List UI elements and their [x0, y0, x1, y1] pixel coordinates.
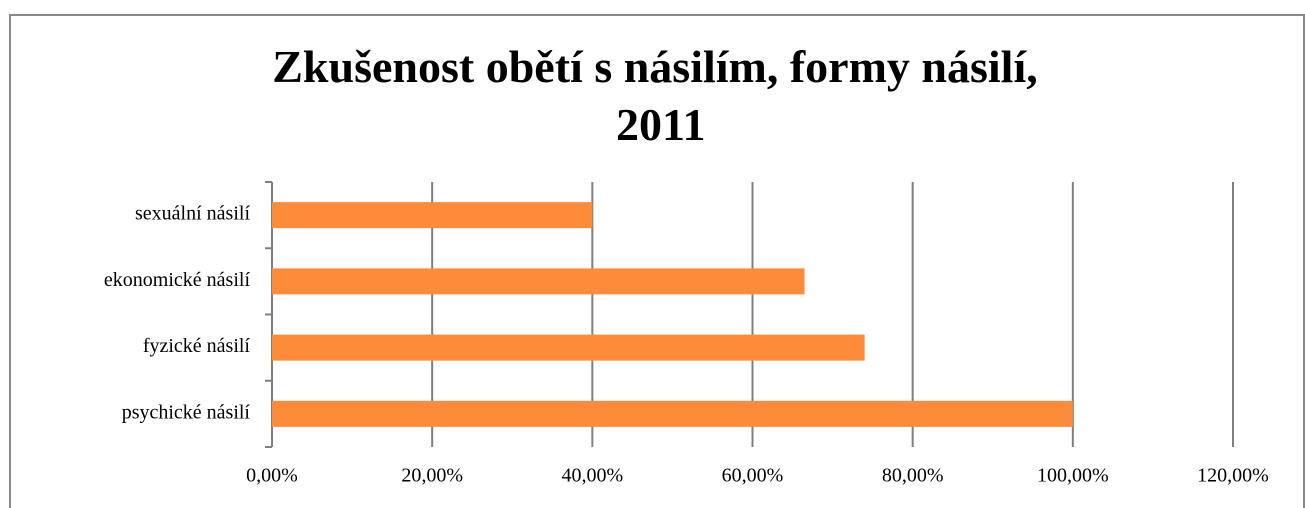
bar: [272, 202, 593, 229]
x-tick-label: 60,00%: [722, 465, 784, 487]
x-tick-label: 100,00%: [1037, 465, 1109, 487]
y-tick-label: fyzické násilí: [143, 335, 251, 357]
y-tick-label: sexuální násilí: [135, 203, 250, 225]
x-tick-label: 0,00%: [246, 465, 298, 487]
chart-title: Zkušenost obětí s násilím, formy násilí,…: [272, 41, 1038, 150]
x-tick-label: 20,00%: [401, 465, 463, 487]
y-tick-label: ekonomické násilí: [104, 269, 251, 291]
bar: [272, 334, 865, 361]
x-tick-label: 120,00%: [1197, 465, 1269, 487]
bar: [272, 268, 805, 295]
bar: [272, 400, 1073, 427]
x-tick-label: 40,00%: [561, 465, 623, 487]
x-tick-label: 80,00%: [882, 465, 944, 487]
y-tick-label: psychické násilí: [122, 401, 251, 423]
